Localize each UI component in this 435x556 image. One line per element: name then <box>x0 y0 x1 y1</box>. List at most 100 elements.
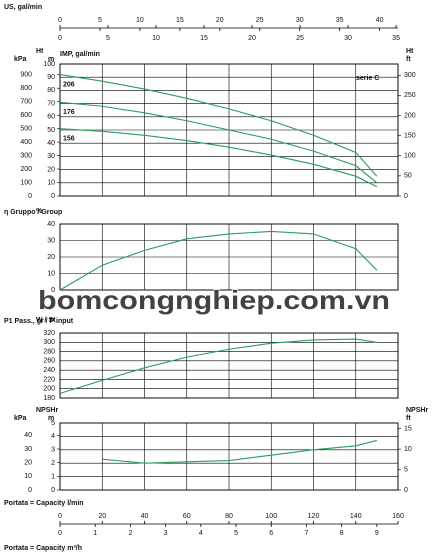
y-tick-label: 10 <box>47 180 55 187</box>
plot-frame <box>59 332 399 399</box>
x-tick-label: 40 <box>141 513 149 520</box>
plot-frame <box>59 422 399 491</box>
y-axis-title: W / St <box>36 317 56 324</box>
y-axis-label: m <box>48 56 54 63</box>
y-tick-label: 700 <box>20 99 32 106</box>
y-tick-label: 300 <box>20 152 32 159</box>
y-tick-label: 100 <box>20 179 32 186</box>
x-tick-label: 20 <box>216 17 224 24</box>
y-tick-label: 300 <box>43 339 55 346</box>
y-tick-label: 3 <box>51 447 55 454</box>
y-tick-label: 900 <box>20 72 32 79</box>
y-tick-label: 0 <box>404 193 408 200</box>
y-tick-label: 240 <box>43 367 55 374</box>
x-tick-label: 20 <box>98 513 106 520</box>
y-axis-label: ft <box>406 56 411 63</box>
lmin-axis-label: Portata = Capacity l/min <box>4 500 84 507</box>
y-axis-label: m <box>48 415 54 422</box>
series-line <box>59 338 377 394</box>
y-tick-label: 90 <box>47 74 55 81</box>
x-tick-label: 6 <box>269 530 273 537</box>
x-tick-label: 120 <box>308 513 320 520</box>
x-tick-label: 4 <box>199 530 203 537</box>
y-tick-label: 0 <box>51 287 55 294</box>
y-tick-label: 15 <box>404 426 412 433</box>
m3h-axis-label: Portata = Capacity m³/h <box>4 545 82 552</box>
x-tick-label: 35 <box>336 17 344 24</box>
x-tick-label: 0 <box>58 513 62 520</box>
x-tick-label: 7 <box>305 530 309 537</box>
annotation: serie C <box>356 75 379 82</box>
series-label: 156 <box>63 136 75 143</box>
x-tick-label: 160 <box>392 513 404 520</box>
y-tick-label: 4 <box>51 433 55 440</box>
y-tick-label: 30 <box>47 237 55 244</box>
x-tick-label: 30 <box>296 17 304 24</box>
x-tick-label: 100 <box>265 513 277 520</box>
y-tick-label: 100 <box>404 153 416 160</box>
y-tick-label: 80 <box>47 87 55 94</box>
x-tick-label: 5 <box>98 17 102 24</box>
y-tick-label: 200 <box>404 112 416 119</box>
y-tick-label: 20 <box>47 166 55 173</box>
y-axis-label: kPa <box>14 415 27 422</box>
y-tick-label: 0 <box>28 487 32 494</box>
y-tick-label: 10 <box>24 473 32 480</box>
x-tick-label: 10 <box>152 35 160 42</box>
y-tick-label: 220 <box>43 376 55 383</box>
series-line <box>59 101 378 184</box>
x-tick-label: 0 <box>58 35 62 42</box>
y-tick-label: 0 <box>51 487 55 494</box>
y-axis-label: ft <box>406 415 411 422</box>
x-tick-label: 8 <box>340 530 344 537</box>
y-tick-label: 500 <box>20 125 32 132</box>
y-tick-label: 200 <box>20 166 32 173</box>
y-tick-label: 40 <box>47 221 55 228</box>
x-tick-label: 25 <box>296 35 304 42</box>
y-tick-label: 200 <box>43 386 55 393</box>
x-tick-label: 30 <box>344 35 352 42</box>
y-tick-label: 0 <box>404 487 408 494</box>
y-tick-label: 40 <box>47 140 55 147</box>
y-tick-label: 400 <box>20 139 32 146</box>
x-tick-label: 40 <box>376 17 384 24</box>
x-tick-label: 3 <box>164 530 168 537</box>
y-tick-label: 50 <box>404 173 412 180</box>
y-tick-label: 5 <box>404 466 408 473</box>
x-tick-label: 9 <box>375 530 379 537</box>
y-tick-label: 0 <box>51 193 55 200</box>
panel-title: η Gruppo / Group <box>4 209 62 216</box>
y-tick-label: 40 <box>24 432 32 439</box>
series-line <box>59 128 378 188</box>
x-tick-label: 15 <box>200 35 208 42</box>
series-line <box>59 74 378 177</box>
x-tick-label: 5 <box>106 35 110 42</box>
y-tick-label: 320 <box>43 330 55 337</box>
y-tick-label: 60 <box>47 114 55 121</box>
y-axis-title: Ht <box>406 48 414 55</box>
y-axis-label: kPa <box>14 56 27 63</box>
x-tick-label: 60 <box>183 513 191 520</box>
x-tick-label: 15 <box>176 17 184 24</box>
y-tick-label: 800 <box>20 85 32 92</box>
y-axis-title: Ht <box>36 48 44 55</box>
plot-frame <box>59 223 399 291</box>
series-label: 206 <box>63 81 75 88</box>
y-tick-label: 10 <box>47 270 55 277</box>
y-tick-label: 70 <box>47 100 55 107</box>
series-line <box>102 439 378 464</box>
x-tick-label: 10 <box>136 17 144 24</box>
y-tick-label: 50 <box>47 127 55 134</box>
watermark: bomcongnghiep.com.vn <box>38 285 390 315</box>
x-tick-label: 5 <box>234 530 238 537</box>
x-tick-label: 1 <box>93 530 97 537</box>
y-tick-label: 30 <box>47 153 55 160</box>
us-axis-label: US, gal/min <box>4 4 42 11</box>
y-axis-title: NPSHr <box>406 407 428 414</box>
y-tick-label: 180 <box>43 395 55 402</box>
y-tick-label: 2 <box>51 460 55 467</box>
y-tick-label: 100 <box>43 61 55 68</box>
y-tick-label: 250 <box>404 92 416 99</box>
